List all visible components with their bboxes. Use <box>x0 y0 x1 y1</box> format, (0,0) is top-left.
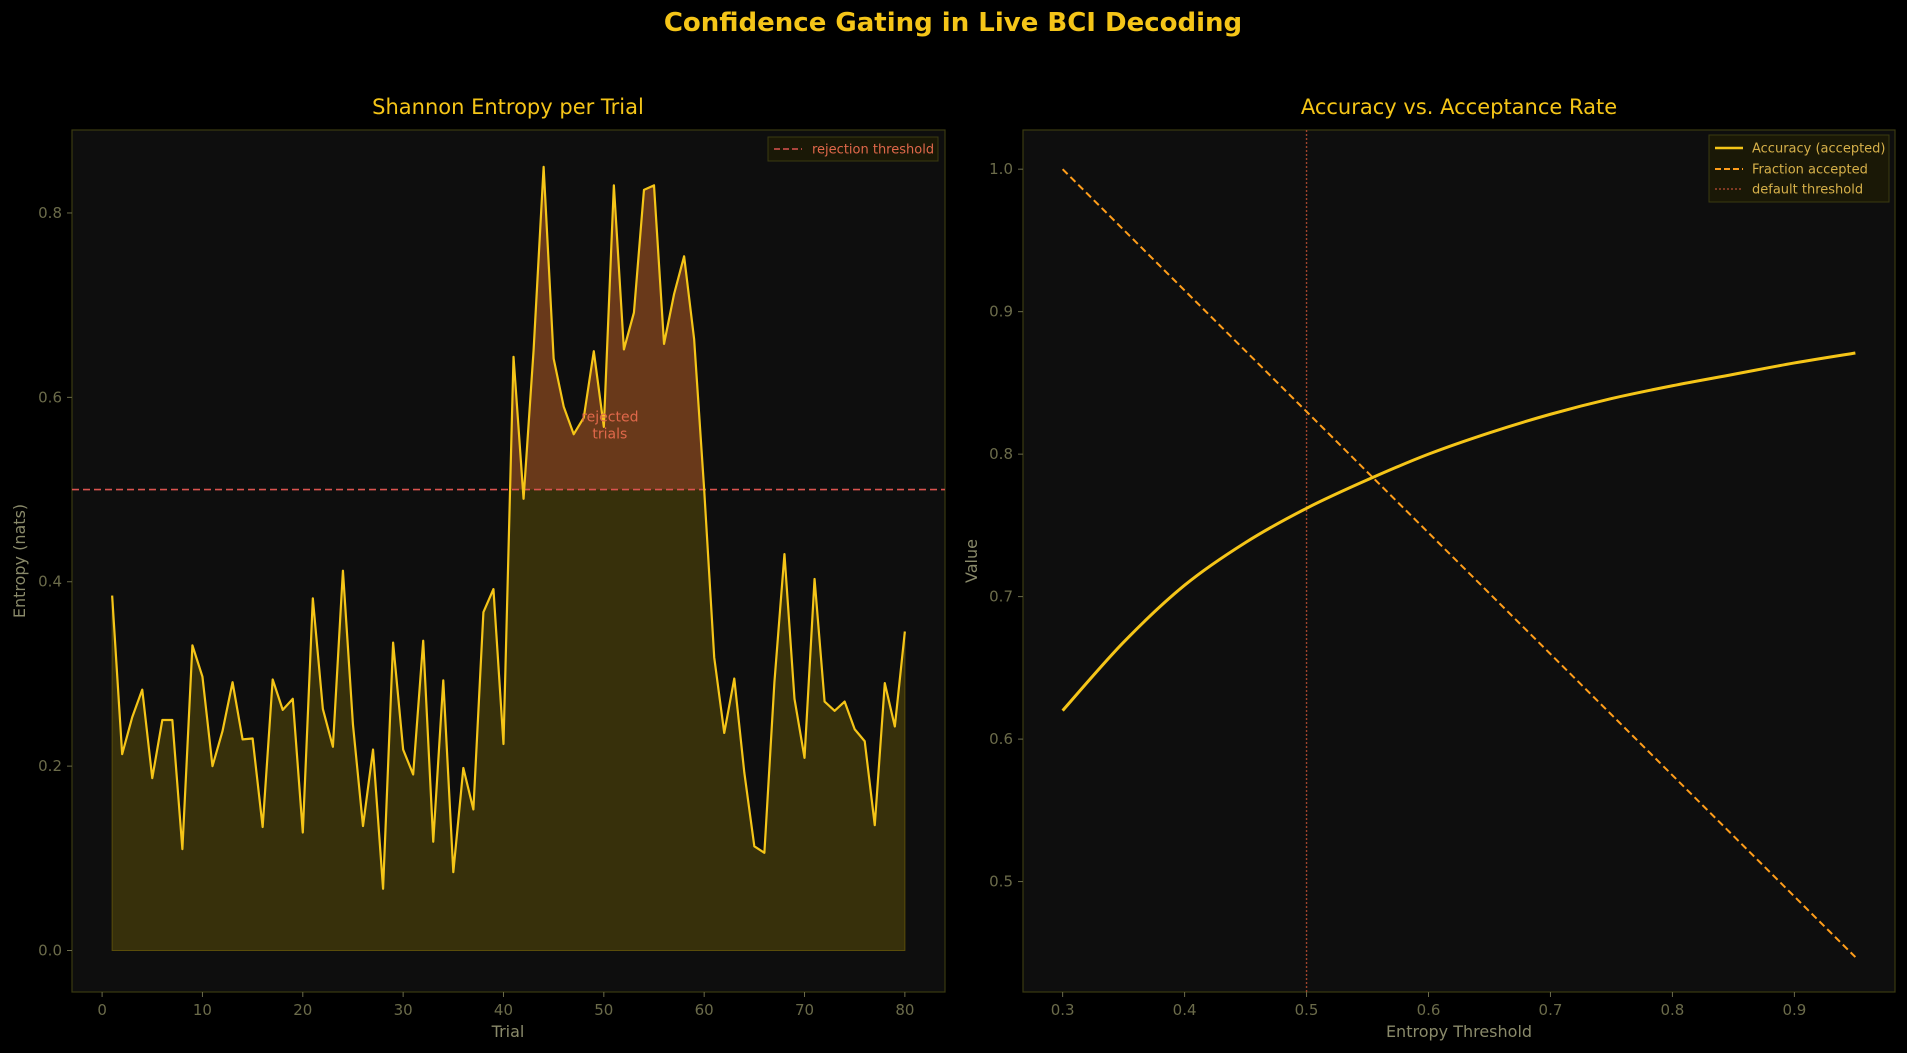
accuracy-panel-title: Accuracy vs. Acceptance Rate <box>1301 95 1617 119</box>
accuracy-legend-box <box>1708 134 1890 203</box>
figure-title: Confidence Gating in Live BCI Decoding <box>664 8 1242 38</box>
accuracy-x-ticks: 0.3 0.4 0.5 0.6 0.7 0.8 0.9 <box>1051 992 1806 1019</box>
legend-threshold-label: rejection threshold <box>812 143 934 158</box>
accuracy-x-tick-label: 0.9 <box>1782 1001 1806 1019</box>
legend-fraction-label: Fraction accepted <box>1752 163 1868 178</box>
accuracy-x-tick-label: 0.3 <box>1051 1001 1075 1019</box>
entropy-y-tick-label: 0.6 <box>38 388 62 406</box>
accuracy-y-tick-label: 0.9 <box>989 303 1013 321</box>
accuracy-x-tick-label: 0.7 <box>1539 1001 1563 1019</box>
entropy-y-tick-label: 0.4 <box>38 573 62 591</box>
entropy-x-tick-label: 70 <box>795 1001 814 1019</box>
accuracy-y-tick-label: 0.6 <box>989 730 1013 748</box>
entropy-x-tick-label: 40 <box>494 1001 513 1019</box>
entropy-x-label: Trial <box>491 1022 525 1041</box>
accuracy-y-tick-label: 0.8 <box>989 445 1013 463</box>
accuracy-x-label: Entropy Threshold <box>1386 1022 1532 1041</box>
accuracy-plot-area <box>1022 129 1896 993</box>
entropy-x-tick-label: 50 <box>594 1001 613 1019</box>
accuracy-legend: Accuracy (accepted) Fraction accepted de… <box>1708 134 1890 203</box>
rejected-annotation-line1: rejected <box>581 410 638 426</box>
entropy-y-label: Entropy (nats) <box>10 504 29 618</box>
accuracy-y-tick-label: 1.0 <box>989 160 1013 178</box>
entropy-x-tick-label: 60 <box>695 1001 714 1019</box>
accuracy-y-tick-label: 0.5 <box>989 873 1013 891</box>
entropy-x-ticks: 0 10 20 30 40 50 60 70 80 <box>97 992 914 1019</box>
accuracy-x-tick-label: 0.6 <box>1417 1001 1441 1019</box>
accuracy-y-label: Value <box>962 539 981 583</box>
entropy-y-tick-label: 0.2 <box>38 757 62 775</box>
accuracy-x-tick-label: 0.5 <box>1295 1001 1319 1019</box>
accuracy-panel: Accuracy vs. Acceptance Rate 0.3 0.4 0.5 0.… <box>962 95 1896 1041</box>
accuracy-accepted-line <box>1061 351 1856 712</box>
accuracy-y-tick-label: 0.7 <box>989 588 1013 606</box>
entropy-marks <box>72 165 945 890</box>
entropy-panel: Shannon Entropy per Trial 0 10 20 30 40 50 60 7… <box>10 95 946 1041</box>
entropy-x-tick-label: 20 <box>293 1001 312 1019</box>
accuracy-marks <box>1061 130 1857 992</box>
rejected-annotation-line2: trials <box>592 427 627 443</box>
entropy-series-line <box>111 165 906 890</box>
entropy-y-tick-label: 0.0 <box>38 942 62 960</box>
accuracy-y-ticks: 0.5 0.6 0.7 0.8 0.9 1.0 <box>989 160 1023 891</box>
entropy-x-tick-label: 10 <box>193 1001 212 1019</box>
legend-accuracy-label: Accuracy (accepted) <box>1752 142 1886 157</box>
legend-default-threshold-label: default threshold <box>1752 183 1863 198</box>
entropy-y-tick-label: 0.8 <box>38 204 62 222</box>
accuracy-x-tick-label: 0.8 <box>1660 1001 1684 1019</box>
entropy-x-tick-label: 30 <box>394 1001 413 1019</box>
accuracy-x-tick-label: 0.4 <box>1173 1001 1197 1019</box>
entropy-x-tick-label: 80 <box>895 1001 914 1019</box>
entropy-panel-title: Shannon Entropy per Trial <box>372 95 644 119</box>
entropy-x-tick-label: 0 <box>97 1001 107 1019</box>
entropy-y-ticks: 0.0 0.2 0.4 0.6 0.8 <box>38 204 72 960</box>
entropy-legend: rejection threshold <box>767 136 939 162</box>
